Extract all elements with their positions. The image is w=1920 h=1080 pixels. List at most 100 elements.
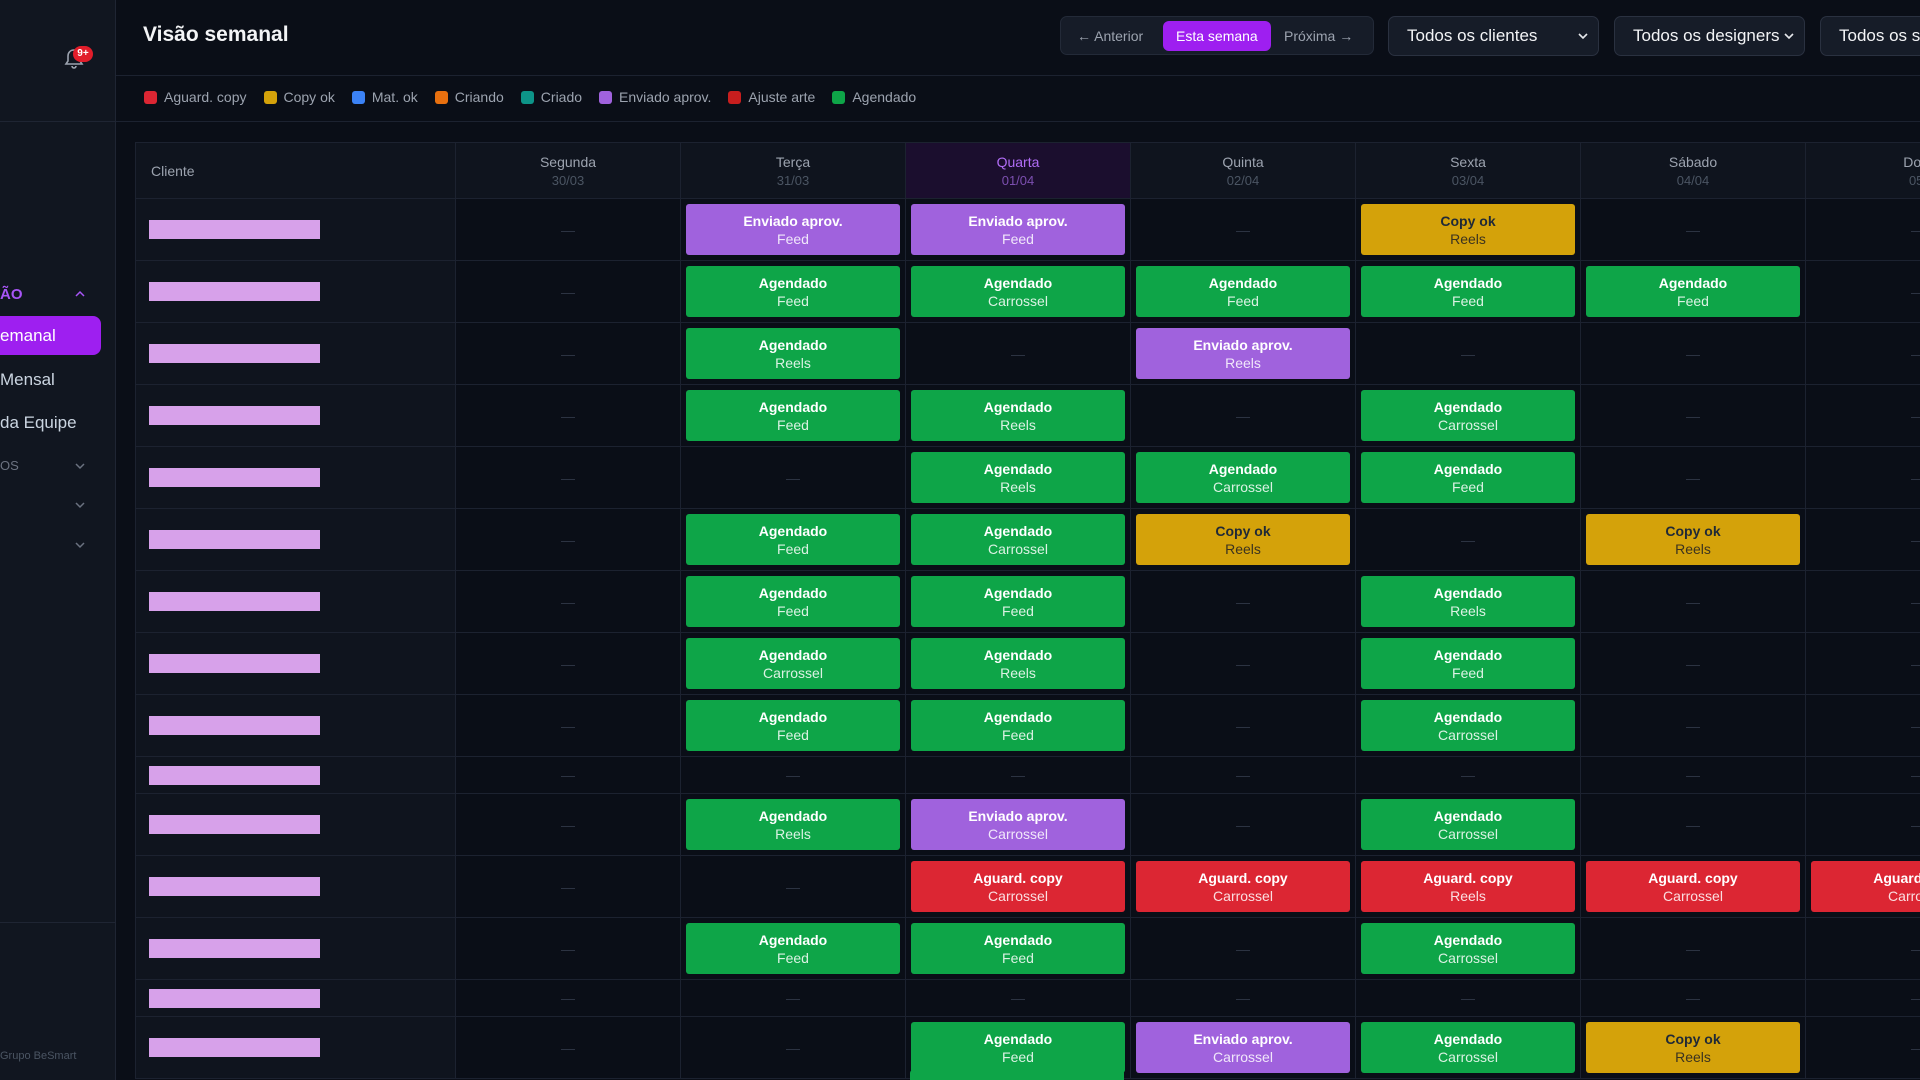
day-cell: Agendado Feed xyxy=(1355,446,1581,509)
nav-item[interactable]: Mensal xyxy=(0,370,55,389)
nav-group[interactable]: OS xyxy=(0,458,19,473)
card-format: Feed xyxy=(1452,664,1484,681)
card-format: Feed xyxy=(777,726,809,743)
day-cell: Agendado Carrossel xyxy=(1355,1016,1581,1079)
card-status: Agendado xyxy=(1208,274,1278,291)
day-cell: — xyxy=(455,1016,681,1079)
client-filter[interactable]: Todos os clientes xyxy=(1388,16,1599,56)
post-card[interactable]: Enviado aprov. Feed xyxy=(686,204,900,255)
post-card[interactable]: Agendado Reels xyxy=(911,638,1125,689)
table-row: — Agendado Feed Agendado Reels — Agendado Carro… xyxy=(135,384,1920,447)
day-cell: — xyxy=(1805,917,1920,980)
chevron-down[interactable] xyxy=(75,541,85,549)
card-status: Agendado xyxy=(758,274,828,291)
post-card[interactable]: Agendado Reels xyxy=(686,328,900,379)
next-button[interactable]: Próxima → xyxy=(1284,28,1354,44)
redacted-name xyxy=(149,592,320,611)
section-label[interactable]: ÃO xyxy=(0,286,23,303)
current-week-button[interactable]: Esta semana xyxy=(1163,21,1271,51)
post-card[interactable]: Agendado Feed xyxy=(1361,638,1575,689)
post-card[interactable]: Agendado Feed xyxy=(1361,266,1575,317)
day-cell: — xyxy=(1580,198,1806,261)
table-row: — Agendado Feed Agendado Feed — Agendado Carros… xyxy=(135,694,1920,757)
status-filter[interactable]: Todos os st xyxy=(1820,16,1920,56)
legend-swatch xyxy=(263,90,277,104)
card-status: Agendado xyxy=(1433,584,1503,601)
card-status: Aguard. copy xyxy=(1648,869,1738,886)
post-card[interactable]: Aguard. copy Reels xyxy=(1361,861,1575,912)
post-card[interactable]: Agendado Carrossel xyxy=(911,266,1125,317)
post-card[interactable]: Copy ok Reels xyxy=(1586,1022,1800,1073)
post-card[interactable]: Agendado Feed xyxy=(686,700,900,751)
empty-dash: — xyxy=(1911,1040,1920,1056)
post-card[interactable]: Enviado aprov. Carrossel xyxy=(1136,1022,1350,1073)
card-status: Enviado aprov. xyxy=(1193,336,1293,353)
redacted-name xyxy=(149,468,320,487)
post-card[interactable]: Agendado Feed xyxy=(686,514,900,565)
post-card[interactable]: Agendado Carrossel xyxy=(1361,700,1575,751)
empty-dash: — xyxy=(1236,940,1250,957)
designer-filter[interactable]: Todos os designers xyxy=(1614,16,1805,56)
card-format: Carrossel xyxy=(988,887,1048,904)
day-cell: — xyxy=(1130,979,1356,1017)
post-card[interactable]: Agendado Feed xyxy=(686,390,900,441)
card-format: Feed xyxy=(1002,602,1034,619)
card-status: Agendado xyxy=(983,398,1053,415)
post-card[interactable]: Agendado Feed xyxy=(1361,452,1575,503)
post-card[interactable]: Agendado Reels xyxy=(911,390,1125,441)
post-card[interactable]: Agendado Feed xyxy=(686,266,900,317)
post-card[interactable]: Agendado Carrossel xyxy=(1136,452,1350,503)
chevron-down[interactable] xyxy=(75,501,85,509)
post-card[interactable]: Agendado Feed xyxy=(911,576,1125,627)
nav-item-active[interactable]: emanal xyxy=(0,316,101,355)
card-partial[interactable] xyxy=(910,1070,1124,1080)
post-card[interactable]: Agendado Reels xyxy=(686,799,900,850)
day-cell: Agendado Feed xyxy=(905,917,1131,980)
day-cell: Agendado Feed xyxy=(680,917,906,980)
post-card[interactable]: Agendado Reels xyxy=(911,452,1125,503)
post-card[interactable]: Agendado Reels xyxy=(1361,576,1575,627)
post-card[interactable]: Copy ok Reels xyxy=(1586,514,1800,565)
card-status: Agendado xyxy=(1433,931,1503,948)
chevron-down xyxy=(1578,33,1588,40)
post-card[interactable]: Enviado aprov. Reels xyxy=(1136,328,1350,379)
post-card[interactable]: Agendado Carrossel xyxy=(911,514,1125,565)
table-row: — Agendado Feed Agendado Feed — Agendado Reels —… xyxy=(135,570,1920,633)
post-card[interactable]: Agendado Carrossel xyxy=(1361,799,1575,850)
empty-dash: — xyxy=(1911,656,1920,672)
empty-dash: — xyxy=(1236,655,1250,672)
post-card[interactable]: Agendado Feed xyxy=(686,923,900,974)
post-card[interactable]: Agendado Feed xyxy=(911,700,1125,751)
card-format: Carrossel xyxy=(1213,887,1273,904)
post-card[interactable]: Agendado Carrossel xyxy=(1361,923,1575,974)
post-card[interactable]: Agendado Feed xyxy=(686,576,900,627)
day-cell: Agendado Reels xyxy=(680,322,906,385)
day-header: Terça 31/03 xyxy=(680,142,906,199)
prev-button[interactable]: ← Anterior xyxy=(1077,28,1144,44)
post-card[interactable]: Copy ok Reels xyxy=(1136,514,1350,565)
post-card[interactable]: Agendado Feed xyxy=(1586,266,1800,317)
post-card[interactable]: Agendado Feed xyxy=(1136,266,1350,317)
card-status: Agendado xyxy=(983,931,1053,948)
post-card[interactable]: Agendado Feed xyxy=(911,1022,1125,1073)
card-status: Copy ok xyxy=(1665,1030,1721,1047)
post-card[interactable]: Enviado aprov. Feed xyxy=(911,204,1125,255)
table-row: — Agendado Carrossel Agendado Reels — Agendado… xyxy=(135,632,1920,695)
post-card[interactable]: Enviado aprov. Carrossel xyxy=(911,799,1125,850)
day-cell: Agendado Carrossel xyxy=(1355,694,1581,757)
post-card[interactable]: Agendado Carrossel xyxy=(686,638,900,689)
post-card[interactable]: Copy ok Reels xyxy=(1361,204,1575,255)
day-cell: — xyxy=(1805,322,1920,385)
day-cell: Agendado Feed xyxy=(905,570,1131,633)
card-format: Carrossel xyxy=(1888,887,1920,904)
post-card[interactable]: Agendado Feed xyxy=(911,923,1125,974)
empty-dash: — xyxy=(1461,345,1475,362)
redacted-name xyxy=(149,406,320,425)
post-card[interactable]: Agendado Carrossel xyxy=(1361,1022,1575,1073)
nav-item[interactable]: da Equipe xyxy=(0,413,77,432)
post-card[interactable]: Agendado Carrossel xyxy=(1361,390,1575,441)
